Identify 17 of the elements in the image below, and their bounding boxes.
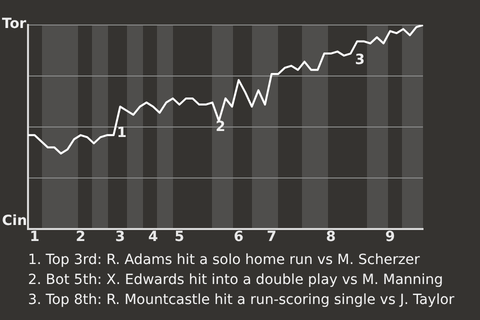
x-tick-label: 5 bbox=[174, 229, 184, 246]
x-tick-label: 7 bbox=[266, 229, 276, 246]
x-tick-label: 3 bbox=[115, 229, 126, 246]
text: Tor bbox=[2, 16, 26, 32]
x-tick-label: 1 bbox=[30, 229, 40, 246]
text: Cin bbox=[2, 213, 28, 229]
annotation: 1 bbox=[116, 124, 127, 141]
x-tick-label: 6 bbox=[234, 229, 244, 246]
text: 1. Top 3rd: R. Adams hit a solo home run vs M. Scherzer bbox=[28, 251, 421, 270]
x-tick-label: 8 bbox=[326, 229, 336, 246]
x-tick-label: 2 bbox=[76, 229, 86, 246]
annotation: 3 bbox=[355, 52, 365, 68]
x-tick-label: 4 bbox=[148, 229, 158, 246]
text: 3. Top 8th: R. Mountcastle hit a run-scoring single vs J. Taylor bbox=[28, 291, 454, 310]
text: 2. Bot 5th: X. Edwards hit into a double play vs M. Manning bbox=[28, 271, 444, 290]
x-tick-label: 9 bbox=[385, 229, 395, 246]
annotation: 2 bbox=[216, 118, 226, 135]
